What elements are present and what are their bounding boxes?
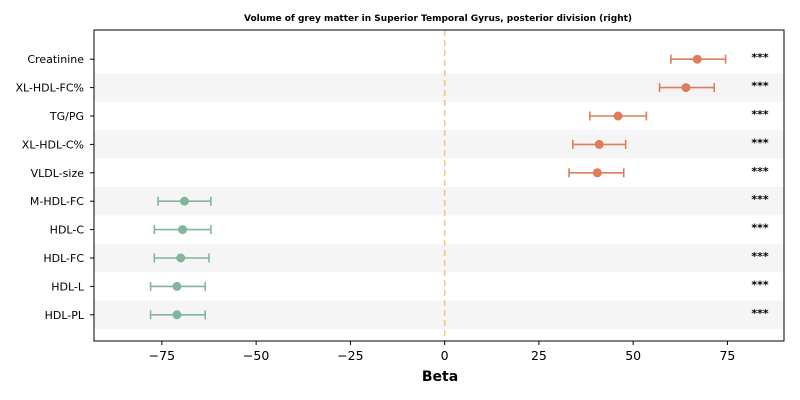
row-band: [94, 300, 784, 329]
beta-point: [179, 196, 189, 206]
forest-row: Creatinine ***: [27, 51, 768, 66]
data-rows: Creatinine ***XL-HDL-FC% ***TG/PG ***XL-HDL…: [15, 51, 768, 322]
significance-label: ***: [751, 51, 769, 64]
significance-label: ***: [751, 222, 769, 235]
beta-point: [172, 310, 182, 320]
row-label: HDL-L: [51, 280, 85, 293]
significance-label: ***: [751, 108, 769, 121]
row-label: XL-HDL-FC%: [15, 82, 84, 95]
x-axis-label: Beta: [422, 369, 458, 385]
row-label: XL-HDL-C%: [22, 138, 84, 151]
x-tick-label: −50: [243, 348, 269, 363]
significance-label: ***: [751, 307, 769, 320]
forest-row: VLDL-size ***: [31, 165, 769, 180]
beta-point: [178, 225, 188, 235]
x-axis-ticks: −75 −50 −25 0 25 50 75: [149, 341, 735, 363]
significance-label: ***: [751, 136, 769, 149]
significance-label: ***: [751, 193, 769, 206]
beta-point: [592, 168, 602, 178]
forest-row: M-HDL-FC ***: [30, 193, 769, 208]
forest-row: HDL-C ***: [50, 222, 769, 237]
significance-label: ***: [751, 80, 769, 93]
row-label: Creatinine: [27, 53, 84, 66]
forest-row: XL-HDL-FC% ***: [15, 80, 768, 95]
x-tick-label: 75: [719, 348, 735, 363]
row-band: [94, 130, 784, 159]
beta-point: [613, 111, 623, 121]
forest-row: HDL-FC ***: [43, 250, 769, 265]
beta-point: [692, 54, 702, 64]
row-label: HDL-FC: [43, 252, 84, 265]
plot-frame: [93, 29, 785, 342]
x-tick-label: −75: [149, 348, 175, 363]
beta-point: [172, 281, 182, 291]
significance-label: ***: [751, 250, 769, 263]
beta-point: [681, 83, 691, 93]
row-label: TG/PG: [49, 110, 84, 123]
forest-row: HDL-PL ***: [45, 307, 769, 322]
significance-label: ***: [751, 278, 769, 291]
row-label: M-HDL-FC: [30, 195, 84, 208]
forest-row: XL-HDL-C% ***: [22, 136, 769, 151]
x-tick-label: 25: [531, 348, 547, 363]
chart-title: Volume of grey matter in Superior Tempor…: [244, 14, 632, 24]
significance-label: ***: [751, 165, 769, 178]
forest-row: TG/PG ***: [49, 108, 769, 123]
forest-row: HDL-L ***: [51, 278, 769, 293]
x-tick-label: 50: [625, 348, 641, 363]
beta-point: [176, 253, 186, 263]
x-tick-label: −25: [337, 348, 363, 363]
beta-point: [594, 139, 604, 149]
row-label: HDL-C: [50, 224, 85, 237]
row-bands: [94, 73, 784, 329]
row-label: VLDL-size: [31, 167, 85, 180]
x-tick-label: 0: [441, 348, 449, 363]
row-label: HDL-PL: [45, 309, 85, 322]
